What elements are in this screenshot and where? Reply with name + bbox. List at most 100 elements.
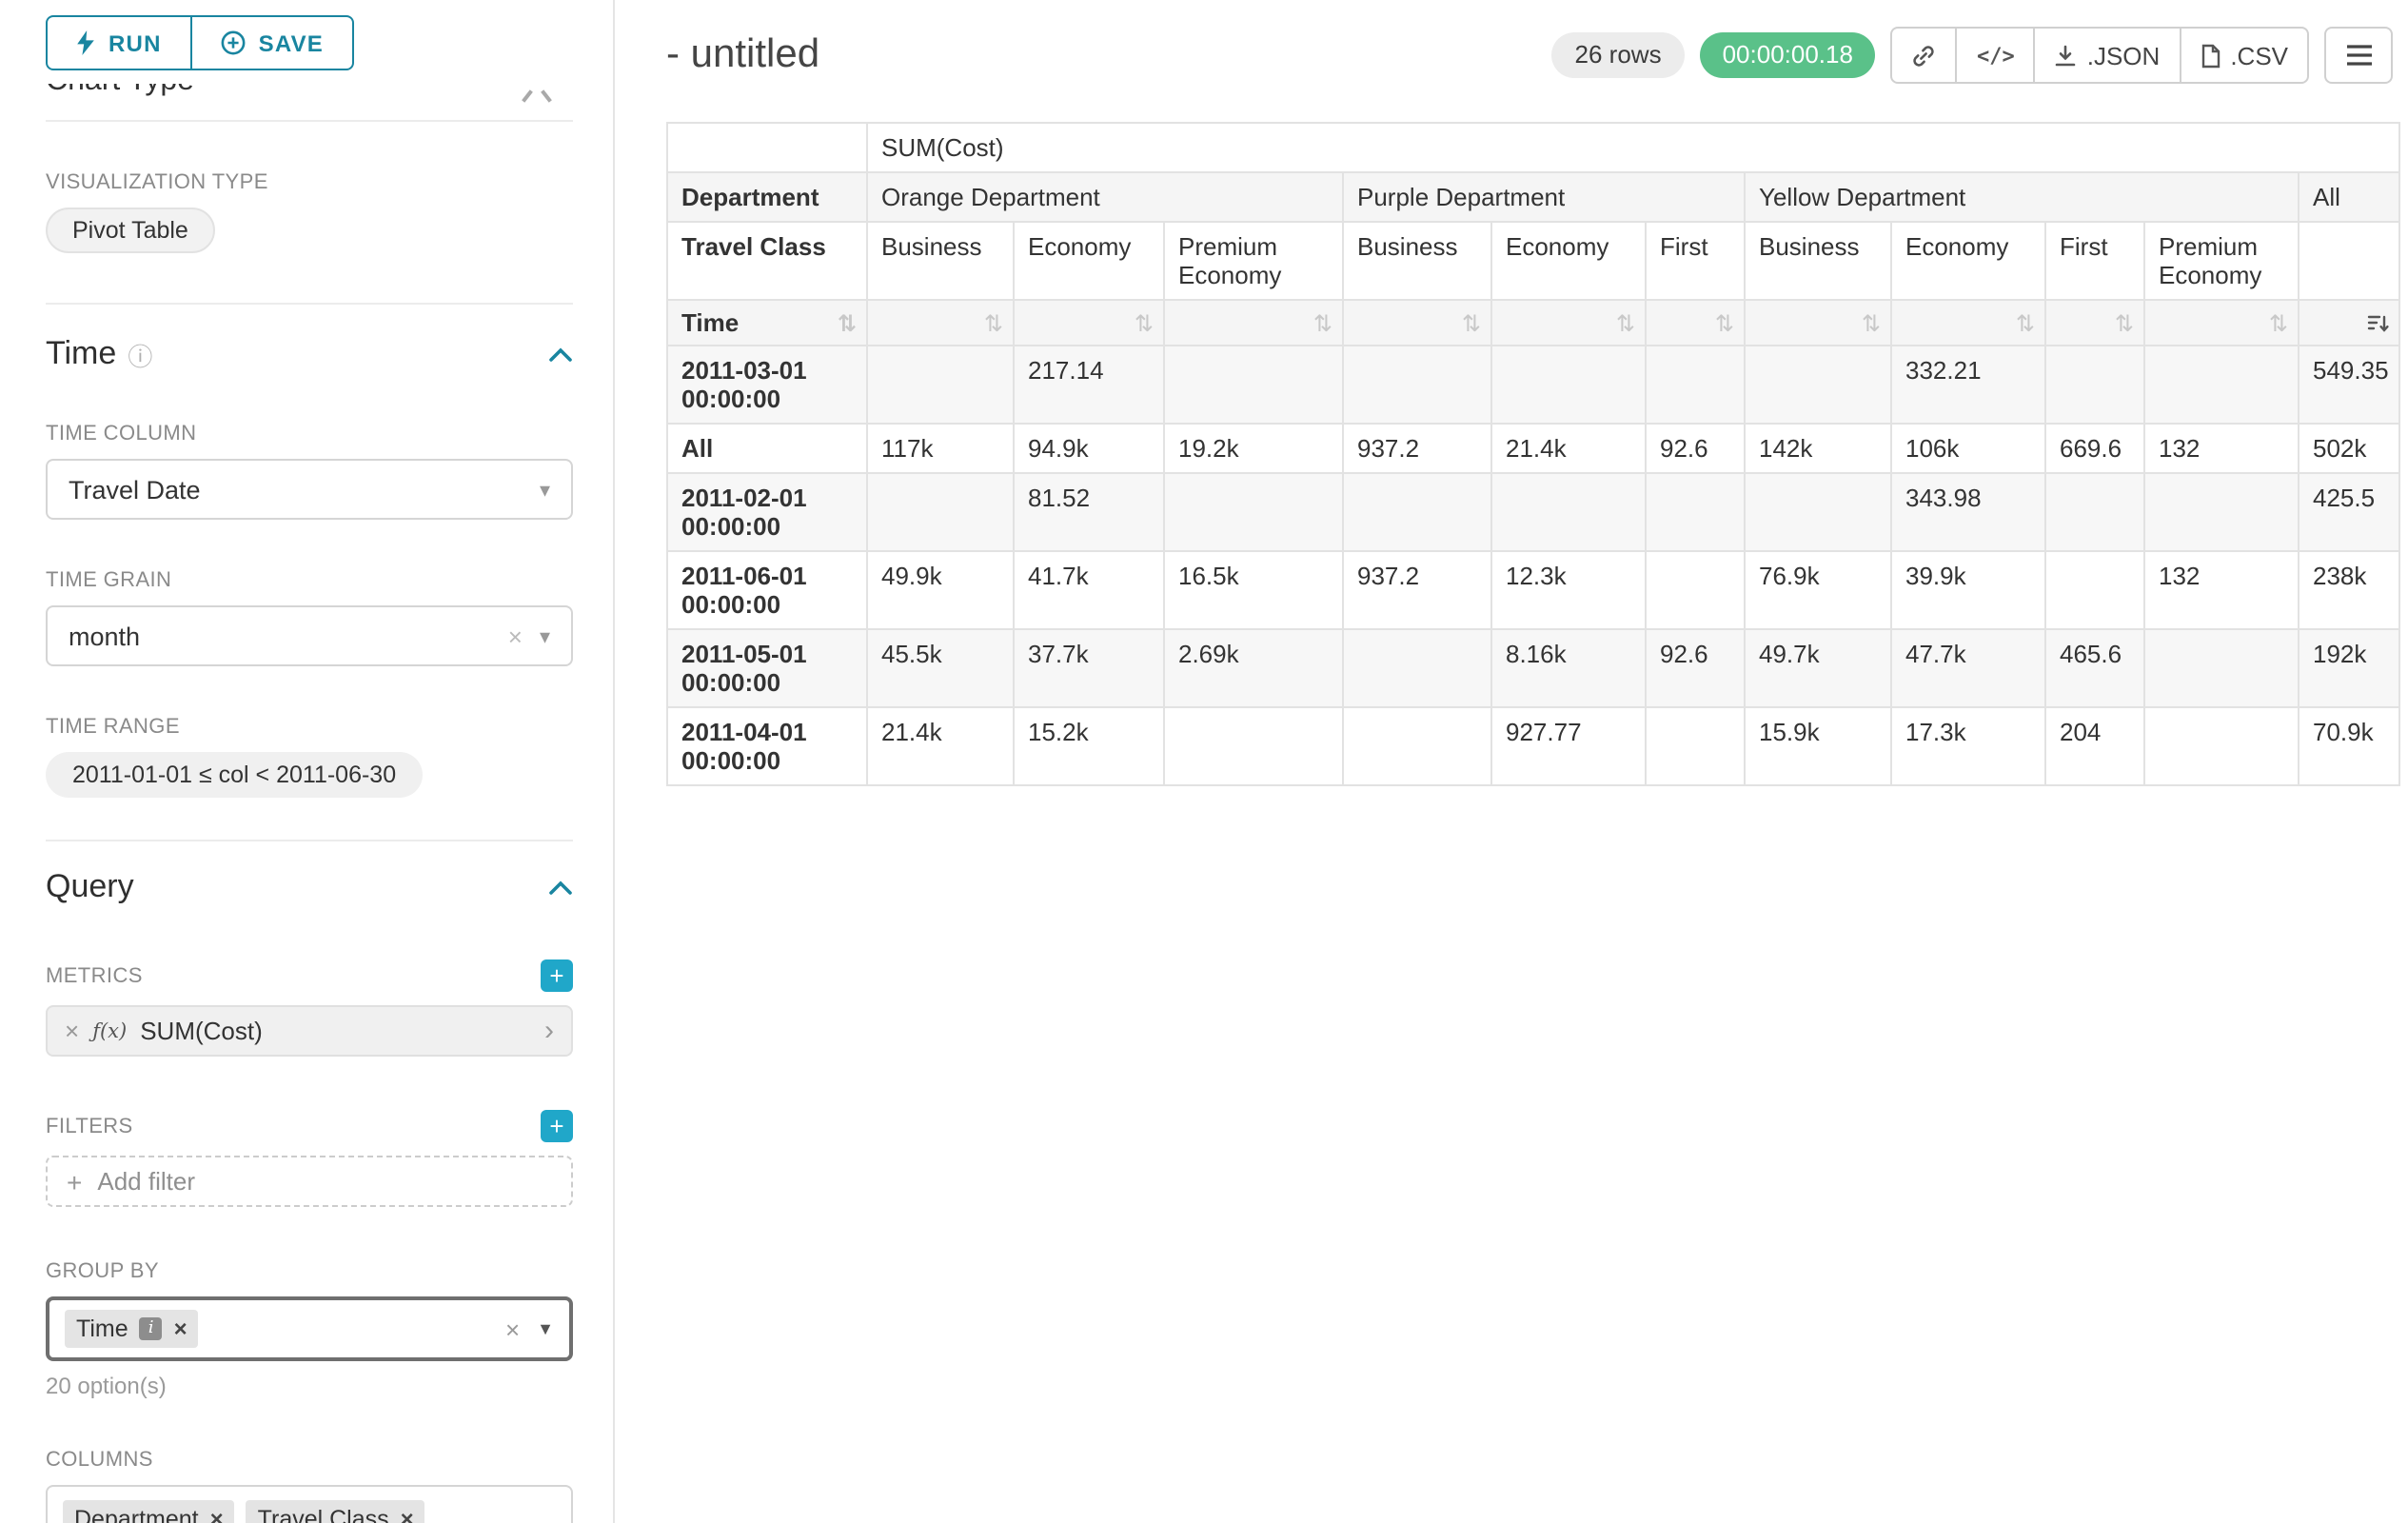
cell-value [2045, 346, 2144, 424]
cell-value: 15.2k [1014, 707, 1164, 785]
sort-icon: ⇅ [1313, 309, 1332, 336]
row-label: 2011-04-01 00:00:00 [667, 707, 867, 785]
chip-label: Department [74, 1506, 199, 1523]
chevron-down-icon: ▾ [540, 477, 550, 502]
row-count-badge: 26 rows [1552, 32, 1685, 78]
cell-value: 39.9k [1891, 551, 2045, 629]
sort-header[interactable]: ⇅ [867, 300, 1014, 346]
remove-icon[interactable]: × [210, 1506, 224, 1523]
sort-header[interactable]: ⇅ [2144, 300, 2299, 346]
cell-value [1745, 473, 1891, 551]
cell-value: 16.5k [1164, 551, 1343, 629]
sort-header[interactable]: ⇅ [1745, 300, 1891, 346]
export-json-label: .JSON [2087, 41, 2161, 69]
corner-cell [667, 123, 867, 172]
cell-value: 21.4k [867, 707, 1014, 785]
clear-icon[interactable]: × [508, 622, 523, 650]
department-header: Department [667, 172, 867, 222]
cell-value: 8.16k [1491, 629, 1646, 707]
sort-header[interactable]: ⇅ [1891, 300, 2045, 346]
remove-icon[interactable]: × [401, 1506, 414, 1523]
chart-type-heading: Chart Type [46, 84, 194, 99]
copy-link-button[interactable] [1891, 27, 1958, 84]
clear-icon[interactable]: × [505, 1315, 520, 1343]
query-section-title: Query [46, 868, 134, 906]
cell-value [1343, 707, 1491, 785]
run-button[interactable]: RUN [46, 15, 192, 70]
sort-icon: ⇅ [1135, 309, 1154, 336]
sort-icon: ⇅ [1616, 309, 1635, 336]
export-json-button[interactable]: .JSON [2034, 27, 2181, 84]
remove-icon[interactable]: × [174, 1315, 188, 1342]
columns-select[interactable]: Department × Travel Class × × ▼ [46, 1485, 573, 1523]
cell-value: 204 [2045, 707, 2144, 785]
visualization-type-label: VISUALIZATION TYPE [46, 171, 573, 194]
download-icon [2055, 43, 2078, 68]
subcolumn-header: First [2045, 222, 2144, 300]
time-column-select[interactable]: Travel Date ▾ [46, 459, 573, 520]
hamburger-icon [2344, 44, 2373, 67]
row-label: 2011-02-01 00:00:00 [667, 473, 867, 551]
chart-title[interactable]: - untitled [666, 32, 819, 78]
time-grain-select[interactable]: month × ▾ [46, 605, 573, 666]
cell-value: 937.2 [1343, 424, 1491, 473]
query-timer-badge: 00:00:00.18 [1700, 32, 1876, 78]
chart-header: - untitled 26 rows 00:00:00.18 </> .JSON [615, 0, 2408, 84]
subcolumn-header: Premium Economy [2144, 222, 2299, 300]
add-metric-button[interactable]: + [541, 959, 573, 992]
columns-chip[interactable]: Department × [63, 1500, 235, 1523]
export-csv-button[interactable]: .CSV [2179, 27, 2309, 84]
cell-value: 343.98 [1891, 473, 2045, 551]
cell-value: 425.5 [2299, 473, 2399, 551]
caret-down-icon[interactable]: ▼ [537, 1319, 554, 1338]
time-range-value[interactable]: 2011-01-01 ≤ col < 2011-06-30 [46, 752, 423, 798]
code-icon: </> [1977, 43, 2015, 68]
cell-value: 49.7k [1745, 629, 1891, 707]
group-by-select[interactable]: Time i × × ▼ [46, 1296, 573, 1361]
sort-icon: ⇅ [2115, 309, 2134, 336]
embed-code-button[interactable]: </> [1956, 27, 2036, 84]
travel-class-header: Travel Class [667, 222, 867, 300]
sort-header[interactable]: ⇅ [1646, 300, 1745, 346]
cell-value: 49.9k [867, 551, 1014, 629]
save-button[interactable]: SAVE [190, 15, 354, 70]
cell-value [1745, 346, 1891, 424]
cell-value [1343, 473, 1491, 551]
filters-label-row: FILTERS + [46, 1110, 573, 1142]
cell-value: 21.4k [1491, 424, 1646, 473]
query-section-header[interactable]: Query [46, 868, 573, 906]
menu-button[interactable] [2324, 27, 2393, 84]
sort-header[interactable]: ⇅ [1343, 300, 1491, 346]
cell-value [2144, 707, 2299, 785]
columns-chip[interactable]: Travel Class × [247, 1500, 425, 1523]
chevron-up-icon[interactable] [548, 879, 573, 896]
metric-chip[interactable]: × ƒ(x) SUM(Cost) › [46, 1005, 573, 1057]
chevron-up-icon[interactable] [548, 346, 573, 363]
cell-value: 17.3k [1891, 707, 2045, 785]
sort-header[interactable]: ⇅ [1014, 300, 1164, 346]
table-row: 2011-04-01 00:00:0021.4k15.2k927.7715.9k… [667, 707, 2399, 785]
divider [46, 303, 573, 305]
sort-header-time[interactable]: Time ⇅ [667, 300, 867, 346]
lightning-icon [76, 30, 95, 55]
time-section-header[interactable]: Time ⓘ [46, 335, 573, 373]
sort-desc-icon [2366, 311, 2389, 334]
sort-header[interactable]: ⇅ [1491, 300, 1646, 346]
cell-value: 94.9k [1014, 424, 1164, 473]
sort-header-all-desc[interactable] [2299, 300, 2399, 346]
cell-value: 70.9k [2299, 707, 2399, 785]
group-by-chip[interactable]: Time i × [65, 1310, 199, 1348]
add-filter-plus-button[interactable]: + [541, 1110, 573, 1142]
table-row: 2011-03-01 00:00:00217.14332.21549.35 [667, 346, 2399, 424]
cell-value: 238k [2299, 551, 2399, 629]
remove-metric-icon[interactable]: × [65, 1017, 79, 1045]
visualization-type-value[interactable]: Pivot Table [46, 208, 215, 253]
table-row: 2011-06-01 00:00:0049.9k41.7k16.5k937.21… [667, 551, 2399, 629]
sort-icon: ⇅ [2016, 309, 2035, 336]
sort-header[interactable]: ⇅ [1164, 300, 1343, 346]
sort-header[interactable]: ⇅ [2045, 300, 2144, 346]
function-icon: ƒ(x) [92, 1019, 127, 1042]
cell-value: 81.52 [1014, 473, 1164, 551]
table-row: 2011-02-01 00:00:00 81.52 343.98 425.5 [667, 473, 2399, 551]
add-filter-button[interactable]: + Add filter [46, 1156, 573, 1207]
